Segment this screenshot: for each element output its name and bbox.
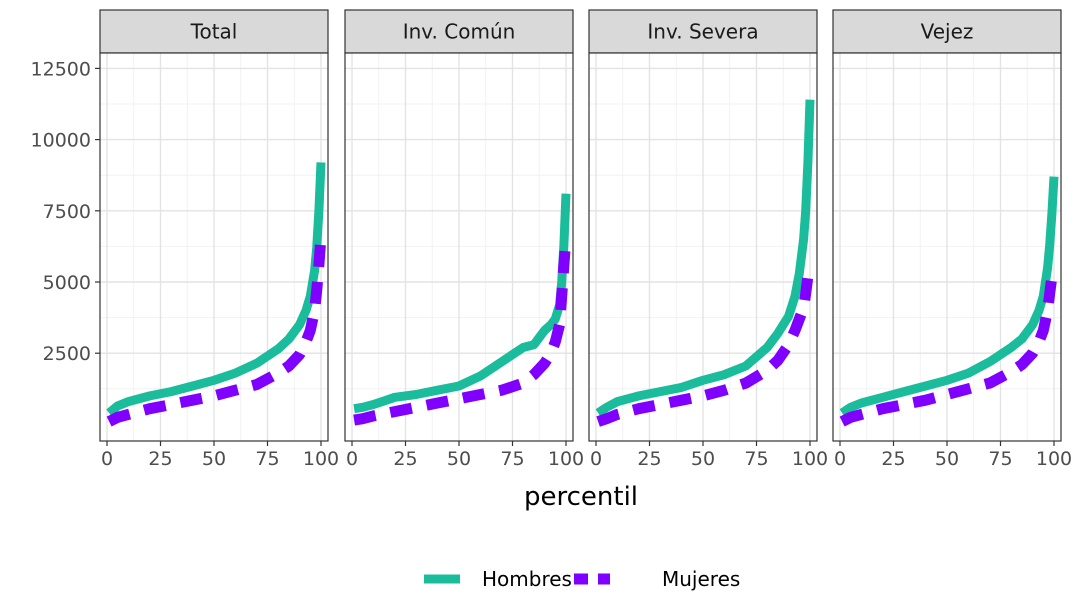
x-tick-label: 25 bbox=[393, 448, 417, 470]
y-axis: 2500 5000 7500 10000 12500 bbox=[31, 58, 100, 365]
legend-label: Hombres bbox=[482, 567, 572, 591]
series-line-mujeres bbox=[106, 235, 327, 427]
x-tick-label: 0 bbox=[101, 448, 113, 470]
y-tick-label: 7500 bbox=[43, 201, 91, 223]
y-tick-label: 12500 bbox=[31, 58, 91, 80]
panel-strip-label: Vejez bbox=[921, 20, 974, 44]
x-tick-label: 0 bbox=[346, 448, 358, 470]
panel-inv-severa: Inv. Severa 0 25 50 75 100 bbox=[588, 9, 828, 470]
panel-vejez: Vejez 0 25 50 75 100 bbox=[832, 9, 1072, 470]
x-tick-label: 75 bbox=[500, 448, 524, 470]
x-tick-label: 75 bbox=[744, 448, 768, 470]
panel-strip-label: Inv. Común bbox=[403, 20, 516, 44]
x-tick-label: 100 bbox=[548, 448, 584, 470]
x-tick-label: 100 bbox=[303, 448, 339, 470]
panel-strip bbox=[832, 9, 1062, 54]
x-tick-label: 50 bbox=[447, 448, 471, 470]
panel-strip-label: Total bbox=[190, 20, 238, 44]
series-line-mujeres bbox=[839, 266, 1060, 427]
panel-inv-com-n: Inv. Común 0 25 50 75 100 bbox=[344, 9, 584, 470]
legend-item-mujeres: Mujeres bbox=[574, 567, 740, 591]
y-tick-label: 2500 bbox=[43, 343, 91, 365]
legend-item-hombres: Hombres bbox=[424, 567, 572, 591]
series-line-mujeres bbox=[353, 235, 572, 426]
x-tick-label: 25 bbox=[637, 448, 661, 470]
panel-total: Total 0 25 50 75 100 bbox=[99, 9, 339, 470]
panel-strip-label: Inv. Severa bbox=[647, 20, 758, 44]
x-tick-label: 50 bbox=[202, 448, 226, 470]
x-tick-label: 0 bbox=[834, 448, 846, 470]
series-line-hombres bbox=[839, 176, 1059, 417]
x-tick-label: 50 bbox=[691, 448, 715, 470]
x-tick-label: 25 bbox=[881, 448, 905, 470]
series-line-hombres bbox=[595, 99, 815, 417]
legend: Hombres Mujeres bbox=[424, 567, 740, 591]
x-tick-label: 75 bbox=[988, 448, 1012, 470]
x-tick-label: 100 bbox=[792, 448, 828, 470]
x-tick-label: 0 bbox=[590, 448, 602, 470]
x-tick-label: 100 bbox=[1036, 448, 1072, 470]
y-tick-label: 10000 bbox=[31, 130, 91, 152]
series-line-hombres bbox=[106, 162, 326, 417]
panel-strip bbox=[99, 9, 329, 54]
x-axis-title: percentil bbox=[524, 482, 638, 512]
panel-strip bbox=[588, 9, 818, 54]
x-tick-label: 25 bbox=[148, 448, 172, 470]
legend-label: Mujeres bbox=[662, 567, 740, 591]
x-tick-label: 50 bbox=[935, 448, 959, 470]
series-line-mujeres bbox=[596, 270, 815, 427]
x-tick-label: 75 bbox=[255, 448, 279, 470]
panel-strip bbox=[344, 9, 574, 54]
y-tick-label: 5000 bbox=[43, 272, 91, 294]
